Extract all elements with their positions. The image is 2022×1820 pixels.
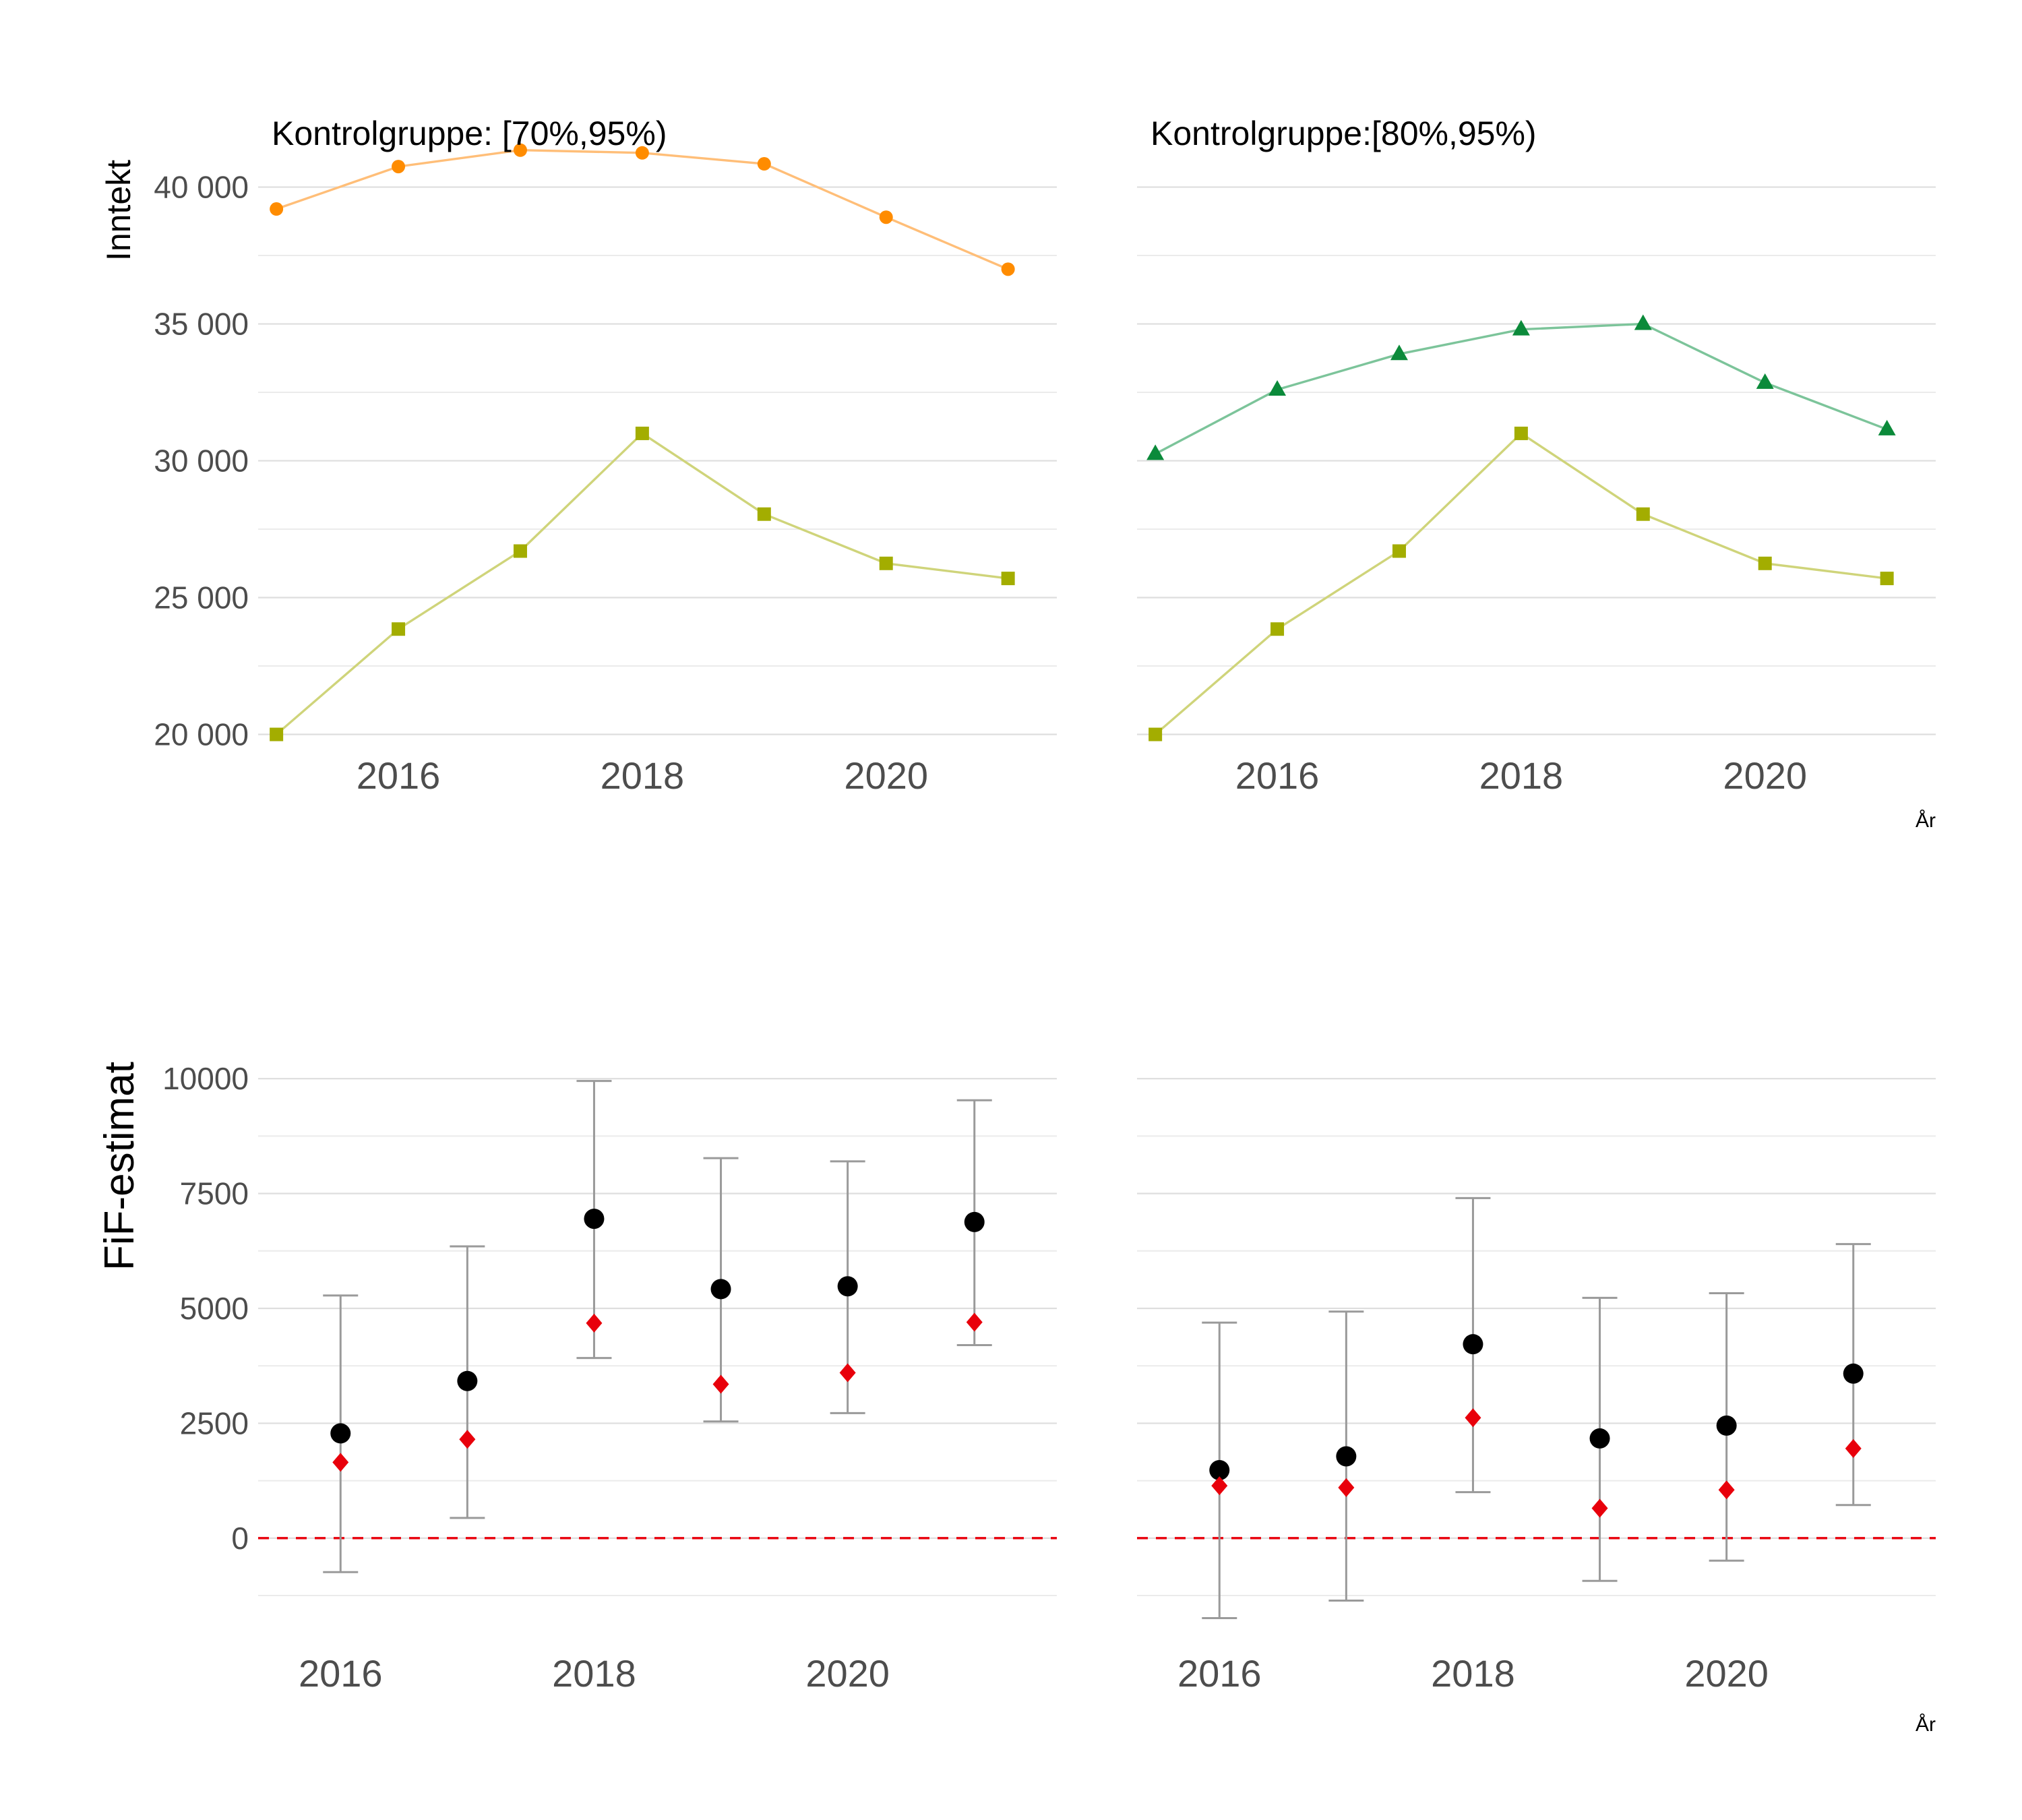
data-point-diamond-bottom-left [712,1374,729,1394]
x-tick-label-top-right: 2016 [1235,754,1320,797]
x-tick-label-bottom-left: 2016 [299,1652,383,1695]
data-point-diamond-bottom-right [1591,1498,1608,1518]
data-point-diamond-bottom-right [1211,1476,1228,1496]
data-point-triangle-top-right [1756,373,1774,389]
data-point-circle-bottom-right [1336,1446,1357,1467]
data-point-triangle-top-right [1268,380,1287,396]
data-point-circle-bottom-right [1843,1363,1864,1384]
data-point-circle-bottom-right [1589,1428,1610,1449]
x-tick-label-top-right: 2018 [1479,754,1564,797]
y-tick-label-top-left: 20 000 [154,717,249,752]
data-point-diamond-bottom-left [839,1363,856,1383]
data-point-square-top-right [1392,544,1406,558]
y-tick-label-bottom-left: 2500 [180,1405,249,1440]
data-point-triangle-top-right [1146,444,1165,460]
data-point-diamond-bottom-left [459,1430,476,1449]
data-point-diamond-bottom-left [586,1313,603,1333]
x-tick-label-top-left: 2016 [357,754,441,797]
data-point-circle-bottom-left [330,1423,351,1444]
y-tick-label-top-left: 40 000 [154,170,249,205]
data-point-circle-top-left [392,160,406,174]
data-point-diamond-bottom-right [1338,1478,1355,1497]
data-point-square-top-right [1880,572,1894,586]
data-point-square-top-left [635,426,649,440]
data-point-square-top-left [270,727,284,741]
data-point-circle-top-left [270,202,284,216]
data-point-diamond-bottom-left [966,1312,983,1332]
data-point-circle-top-left [757,157,771,171]
y-tick-label-bottom-left: 5000 [180,1291,249,1326]
data-point-circle-top-left [1001,262,1015,276]
data-point-square-top-left [1001,572,1015,586]
x-tick-label-bottom-right: 2020 [1684,1652,1769,1695]
y-axis-title-estimate: FiF-estimat [96,1062,143,1271]
data-point-circle-bottom-left [710,1279,731,1300]
data-point-diamond-bottom-right [1718,1480,1735,1500]
data-point-circle-top-left [513,143,527,157]
data-point-square-top-right [1758,556,1772,570]
text-layer: Kontrolgruppe: [70%,95%) Kontrolgruppe:[… [96,115,1936,1736]
panel-title-top-right: Kontrolgruppe:[80%,95%) [1151,115,1537,152]
panel-title-top-left: Kontrolgruppe: [70%,95%) [272,115,667,152]
data-layer [258,143,1936,1619]
data-point-square-top-left [392,622,406,636]
data-point-square-top-right [1636,507,1650,521]
data-point-diamond-bottom-left [332,1453,349,1472]
y-tick-label-bottom-left: 10000 [162,1061,249,1096]
data-point-circle-top-left [635,146,649,160]
data-point-circle-bottom-left [584,1209,605,1230]
data-point-square-top-right [1270,622,1285,636]
data-point-triangle-top-right [1390,344,1408,361]
x-tick-label-bottom-right: 2018 [1431,1652,1515,1695]
data-point-diamond-bottom-right [1465,1408,1481,1428]
data-point-circle-bottom-right [1463,1334,1483,1355]
data-point-square-top-left [513,544,527,558]
x-tick-label-top-right: 2020 [1723,754,1807,797]
data-point-square-top-right [1148,727,1163,741]
x-tick-label-top-left: 2018 [601,754,685,797]
data-point-diamond-bottom-right [1845,1438,1862,1458]
x-axis-title-bottom: År [1916,1713,1936,1736]
data-point-square-top-left [757,507,771,521]
grid-layer [258,186,1936,1597]
y-tick-label-top-left: 30 000 [154,444,249,479]
data-point-square-top-left [879,556,893,570]
x-axis-title-top: År [1916,810,1936,832]
y-tick-label-bottom-left: 0 [231,1521,249,1556]
data-point-circle-bottom-right [1716,1415,1737,1436]
data-point-circle-bottom-left [964,1211,985,1232]
data-point-circle-top-left [879,210,893,224]
y-axis-title-income: Inntekt [100,160,137,261]
x-tick-label-bottom-right: 2016 [1177,1652,1262,1695]
x-tick-label-bottom-left: 2018 [552,1652,636,1695]
y-tick-label-bottom-left: 7500 [180,1176,249,1211]
data-point-circle-bottom-left [837,1276,858,1297]
data-point-circle-bottom-right [1209,1459,1230,1480]
x-tick-label-bottom-left: 2020 [805,1652,890,1695]
data-point-square-top-right [1514,426,1528,440]
data-point-triangle-top-right [1634,314,1652,330]
data-point-triangle-top-right [1512,320,1530,336]
data-point-circle-bottom-left [457,1370,478,1391]
y-tick-label-top-left: 25 000 [154,580,249,615]
y-tick-label-top-left: 35 000 [154,307,249,342]
data-point-triangle-top-right [1878,419,1896,435]
x-tick-label-top-left: 2020 [844,754,928,797]
